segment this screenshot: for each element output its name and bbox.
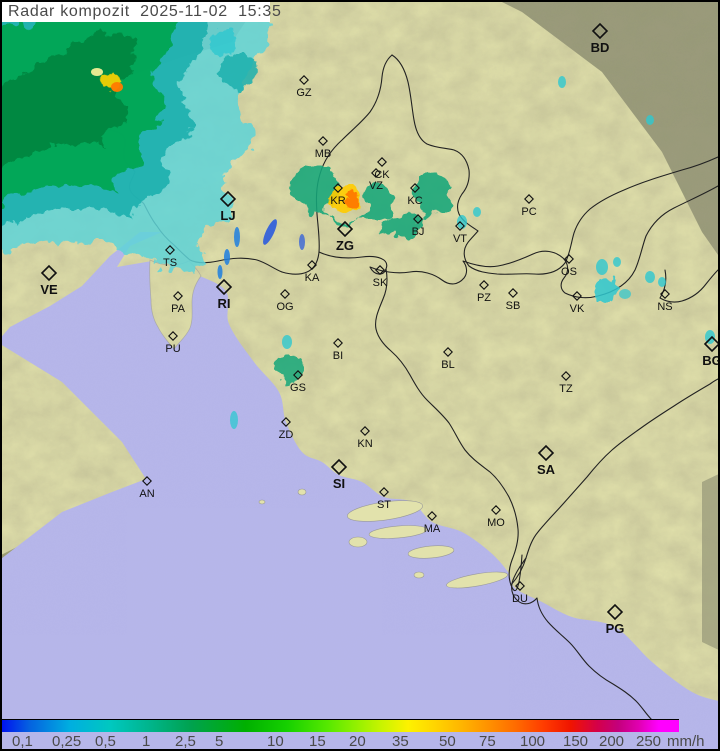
svg-text:PU: PU <box>165 343 180 355</box>
svg-text:SK: SK <box>373 277 388 289</box>
svg-text:MB: MB <box>315 148 332 160</box>
svg-text:AN: AN <box>139 488 154 500</box>
svg-text:PA: PA <box>171 303 186 315</box>
svg-text:VK: VK <box>570 303 585 315</box>
svg-text:BD: BD <box>591 40 610 55</box>
svg-text:ZG: ZG <box>336 238 354 253</box>
svg-text:SB: SB <box>506 300 521 312</box>
svg-text:KC: KC <box>407 195 422 207</box>
svg-text:PG: PG <box>606 621 625 636</box>
svg-text:KR: KR <box>330 195 345 207</box>
svg-text:BL: BL <box>441 359 454 371</box>
svg-text:MO: MO <box>487 517 505 529</box>
svg-text:SA: SA <box>537 462 556 477</box>
svg-text:PZ: PZ <box>477 292 491 304</box>
svg-text:TZ: TZ <box>559 383 573 395</box>
svg-text:OG: OG <box>276 301 293 313</box>
svg-text:SI: SI <box>333 476 345 491</box>
svg-text:BJ: BJ <box>412 226 425 238</box>
svg-text:VZ: VZ <box>369 180 383 192</box>
svg-text:TS: TS <box>163 257 177 269</box>
svg-text:BI: BI <box>333 350 343 362</box>
svg-text:VE: VE <box>40 282 58 297</box>
svg-text:OS: OS <box>561 266 577 278</box>
svg-text:VT: VT <box>453 233 467 245</box>
svg-text:BG: BG <box>702 353 718 368</box>
svg-text:LJ: LJ <box>220 208 235 223</box>
svg-text:KN: KN <box>357 438 372 450</box>
svg-text:MA: MA <box>424 523 441 535</box>
svg-text:RI: RI <box>218 296 231 311</box>
svg-text:KA: KA <box>305 272 320 284</box>
svg-text:NS: NS <box>657 301 672 313</box>
svg-text:GS: GS <box>290 382 306 394</box>
svg-text:ZD: ZD <box>279 429 294 441</box>
svg-text:ST: ST <box>377 499 391 511</box>
svg-text:DU: DU <box>512 593 528 605</box>
svg-text:PC: PC <box>521 206 536 218</box>
svg-text:GZ: GZ <box>296 87 312 99</box>
